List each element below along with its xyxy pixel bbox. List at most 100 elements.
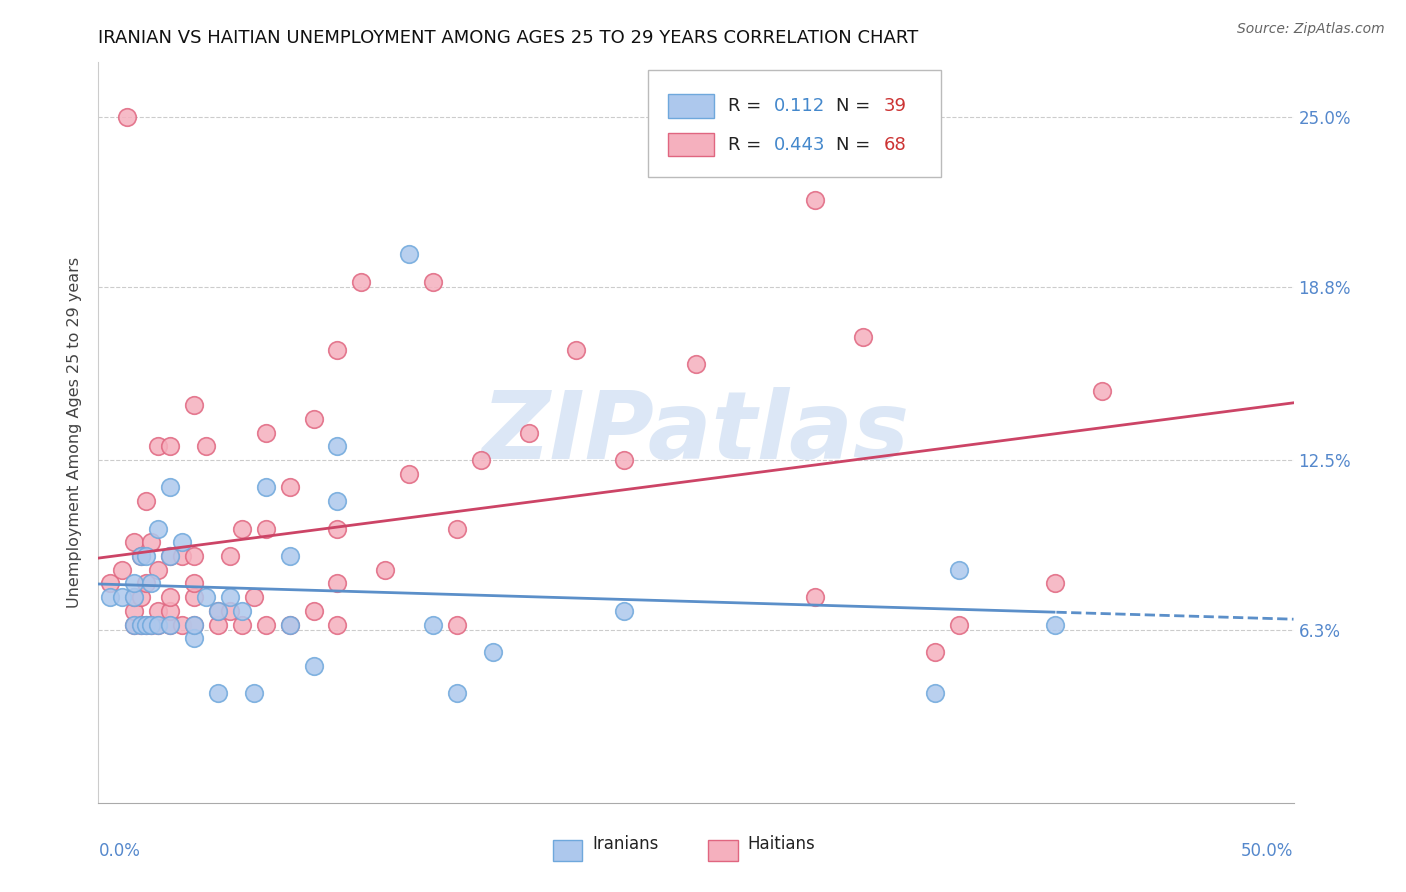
Point <box>207 617 229 632</box>
Point <box>374 563 396 577</box>
FancyBboxPatch shape <box>709 840 738 861</box>
Point <box>124 590 146 604</box>
Point <box>254 617 277 632</box>
Point <box>302 658 325 673</box>
Point <box>326 617 349 632</box>
Point <box>302 412 325 426</box>
Text: 0.112: 0.112 <box>773 97 825 115</box>
FancyBboxPatch shape <box>668 133 714 156</box>
FancyBboxPatch shape <box>553 840 582 861</box>
Point <box>98 576 122 591</box>
Point <box>183 398 205 412</box>
Point <box>326 522 349 536</box>
Point <box>254 522 277 536</box>
Point <box>481 645 505 659</box>
Point <box>183 590 205 604</box>
Point <box>131 590 153 604</box>
Point <box>159 439 181 453</box>
Point <box>924 686 946 700</box>
Point <box>446 522 468 536</box>
Point <box>278 480 301 494</box>
Point <box>135 576 157 591</box>
Point <box>278 549 301 563</box>
Point <box>1043 617 1066 632</box>
Point <box>350 275 373 289</box>
Text: Haitians: Haitians <box>748 835 815 854</box>
Text: 50.0%: 50.0% <box>1241 842 1294 860</box>
Point <box>326 494 349 508</box>
Point <box>446 686 468 700</box>
Point <box>111 590 134 604</box>
Text: N =: N = <box>835 97 876 115</box>
FancyBboxPatch shape <box>648 70 941 178</box>
Point <box>517 425 540 440</box>
Point <box>131 549 153 563</box>
Point <box>924 645 946 659</box>
Point <box>207 604 229 618</box>
Text: R =: R = <box>728 97 768 115</box>
Point <box>148 604 170 618</box>
Point <box>148 617 170 632</box>
Point <box>124 535 146 549</box>
Point <box>470 453 492 467</box>
Point <box>326 343 349 358</box>
Point <box>172 617 194 632</box>
Point <box>135 549 157 563</box>
Point <box>243 590 266 604</box>
Point <box>124 604 146 618</box>
Point <box>302 604 325 618</box>
Text: R =: R = <box>728 136 768 153</box>
Point <box>159 549 181 563</box>
FancyBboxPatch shape <box>668 95 714 118</box>
Point <box>948 617 970 632</box>
Point <box>139 617 162 632</box>
Point <box>254 425 277 440</box>
Point <box>135 617 157 632</box>
Point <box>131 617 153 632</box>
Point <box>183 576 205 591</box>
Point <box>422 275 444 289</box>
Point <box>254 480 277 494</box>
Point <box>231 604 253 618</box>
Point <box>613 453 636 467</box>
Point <box>422 617 444 632</box>
Point <box>852 329 875 343</box>
Point <box>148 563 170 577</box>
Text: 39: 39 <box>883 97 907 115</box>
Point <box>159 604 181 618</box>
Y-axis label: Unemployment Among Ages 25 to 29 years: Unemployment Among Ages 25 to 29 years <box>66 257 82 608</box>
Point <box>219 549 242 563</box>
Point <box>135 494 157 508</box>
Point <box>148 439 170 453</box>
Point <box>124 617 146 632</box>
Point <box>278 617 301 632</box>
Point <box>124 576 146 591</box>
Point <box>278 617 301 632</box>
Point <box>326 576 349 591</box>
Point <box>326 439 349 453</box>
Point <box>398 247 420 261</box>
Point <box>148 522 170 536</box>
Point <box>948 563 970 577</box>
Point <box>195 439 218 453</box>
Point <box>159 590 181 604</box>
Point <box>183 617 205 632</box>
Point <box>219 604 242 618</box>
Point <box>804 590 827 604</box>
Point <box>1091 384 1114 399</box>
Point <box>139 576 162 591</box>
Text: ZIPatlas: ZIPatlas <box>482 386 910 479</box>
Point <box>159 617 181 632</box>
Point <box>195 590 218 604</box>
Text: Iranians: Iranians <box>592 835 658 854</box>
Text: IRANIAN VS HAITIAN UNEMPLOYMENT AMONG AGES 25 TO 29 YEARS CORRELATION CHART: IRANIAN VS HAITIAN UNEMPLOYMENT AMONG AG… <box>98 29 918 47</box>
Point <box>159 480 181 494</box>
Point <box>159 549 181 563</box>
Text: 0.0%: 0.0% <box>98 842 141 860</box>
Text: 0.443: 0.443 <box>773 136 825 153</box>
Point <box>243 686 266 700</box>
Text: N =: N = <box>835 136 876 153</box>
Point <box>685 357 707 371</box>
Point <box>183 632 205 646</box>
Point <box>111 563 134 577</box>
